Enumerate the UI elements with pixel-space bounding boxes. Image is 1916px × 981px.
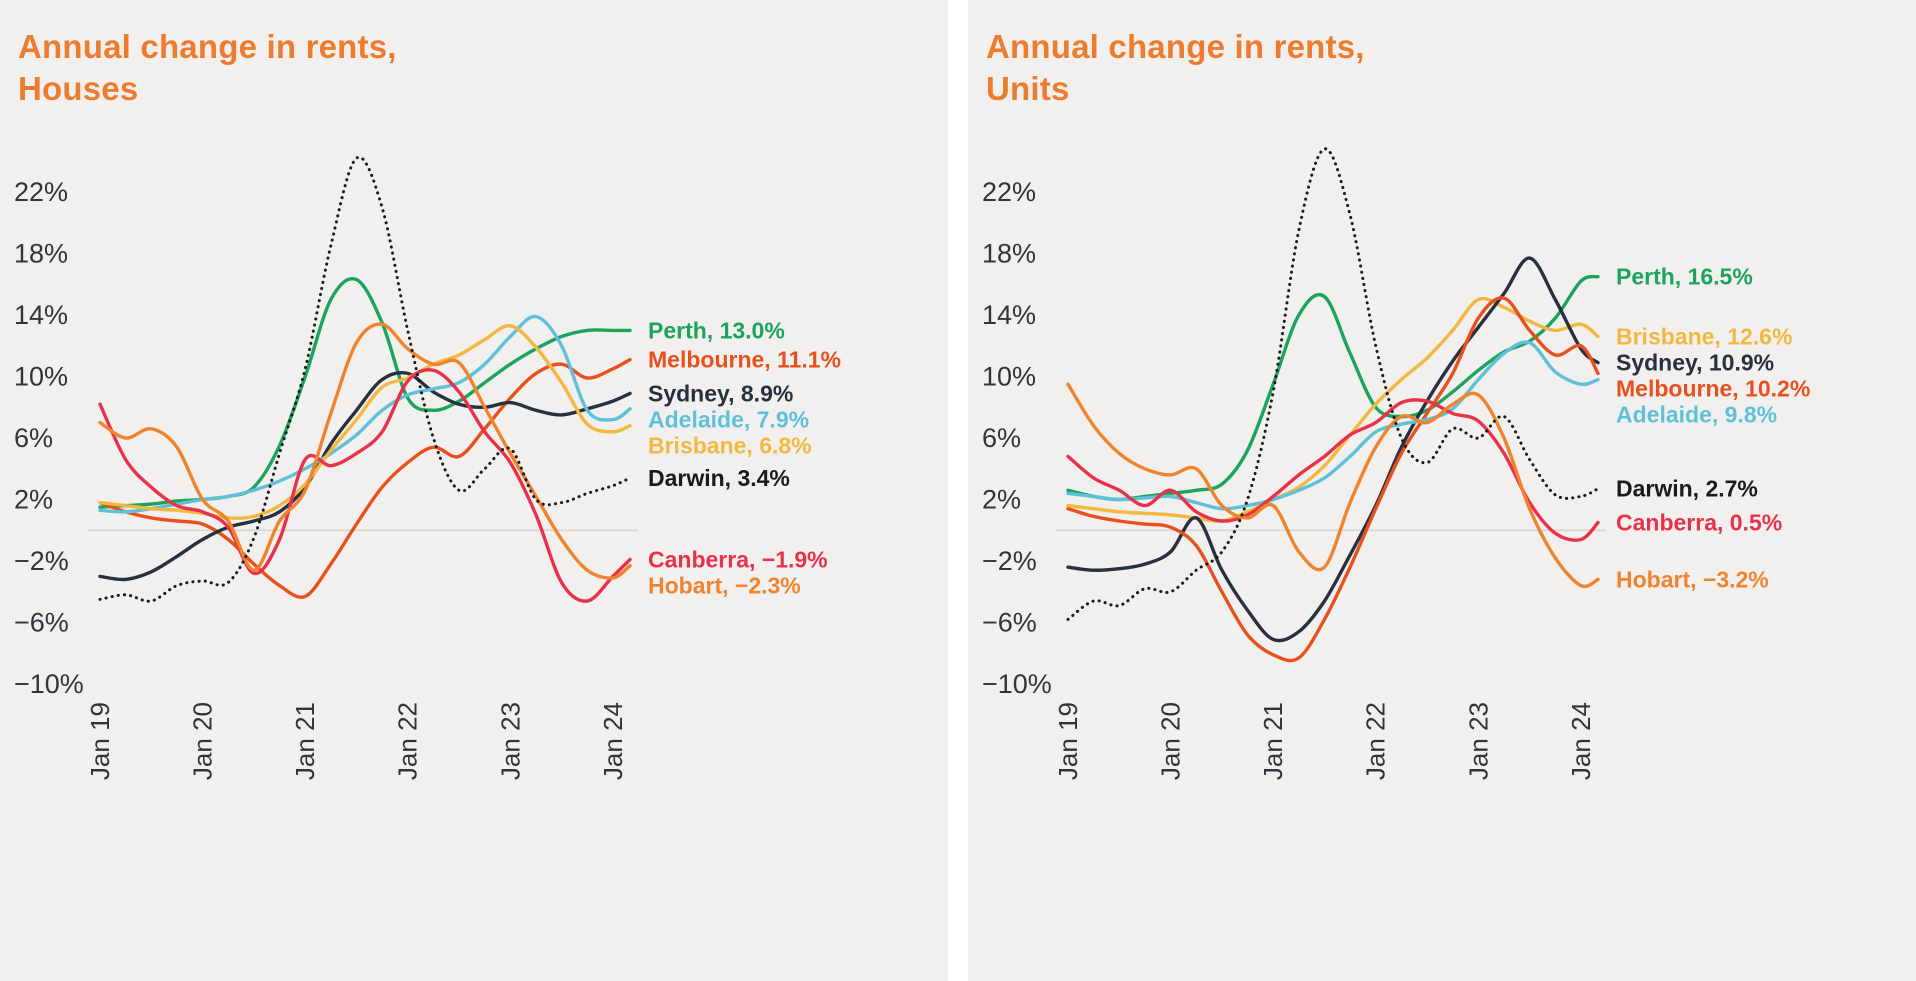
series-line-melbourne <box>98 358 632 600</box>
houses-chart-title: Annual change in rents, Houses <box>18 26 948 110</box>
x-tick-label: Jan 22 <box>1361 702 1391 780</box>
series-line-sydney <box>98 371 632 582</box>
series-line-melbourne <box>1066 296 1600 663</box>
series-end-label-melbourne: Melbourne, 10.2% <box>1616 376 1810 402</box>
series-line-canberra <box>98 368 632 604</box>
series-end-label-perth: Perth, 13.0% <box>648 318 785 344</box>
y-tick-label: 6% <box>982 423 1021 453</box>
y-tick-label: −10% <box>982 669 1052 699</box>
y-tick-label: 10% <box>982 362 1036 392</box>
y-tick-label: −6% <box>14 608 69 638</box>
houses-title-line-2: Houses <box>18 70 139 108</box>
y-tick-label: 2% <box>14 485 53 515</box>
houses-line-chart: 22% 18% 14% 10% 6% 2% −2% −6% −10%Jan 19 Jan 20 Ja… <box>14 156 841 781</box>
y-tick-label: 10% <box>14 362 68 392</box>
series-line-perth <box>98 277 632 510</box>
series-end-label-perth: Perth, 16.5% <box>1616 264 1753 290</box>
x-tick-label: Jan 19 <box>85 702 115 780</box>
units-title-line-1: Annual change in rents, <box>986 28 1365 65</box>
y-tick-label: 22% <box>982 177 1036 207</box>
series-end-label-brisbane: Brisbane, 6.8% <box>648 433 812 459</box>
y-tick-label: 14% <box>14 300 68 330</box>
x-tick-label: Jan 23 <box>1463 702 1493 780</box>
x-tick-label: Jan 22 <box>393 702 423 780</box>
series-end-label-melbourne: Melbourne, 11.1% <box>648 347 841 373</box>
series-end-label-darwin: Darwin, 3.4% <box>648 465 790 491</box>
series-end-label-hobart: Hobart, −2.3% <box>648 573 801 599</box>
series-line-brisbane <box>1066 297 1600 524</box>
units-chart-card: Annual change in rents, Units 22% 18% 14% 10… <box>968 0 1916 981</box>
series-end-label-darwin: Darwin, 2.7% <box>1616 476 1758 502</box>
y-tick-label: 14% <box>982 300 1036 330</box>
units-title-line-2: Units <box>986 70 1070 108</box>
series-line-darwin <box>1066 147 1600 622</box>
units-chart-title: Annual change in rents, Units <box>986 26 1916 110</box>
series-line-sydney <box>1066 256 1600 643</box>
series-line-brisbane <box>98 324 632 521</box>
series-end-label-brisbane: Brisbane, 12.6% <box>1616 324 1792 350</box>
x-tick-label: Jan 20 <box>1156 702 1186 780</box>
series-line-hobart <box>1066 382 1600 589</box>
series-line-adelaide <box>98 315 632 514</box>
y-tick-label: −2% <box>982 546 1037 576</box>
x-tick-label: Jan 19 <box>1053 702 1083 780</box>
x-tick-label: Jan 21 <box>290 702 320 780</box>
x-tick-label: Jan 21 <box>1258 702 1288 780</box>
y-tick-label: −10% <box>14 669 84 699</box>
y-tick-label: 22% <box>14 177 68 207</box>
x-tick-label: Jan 20 <box>188 702 218 780</box>
y-tick-label: −2% <box>14 546 69 576</box>
y-tick-label: 6% <box>14 423 53 453</box>
y-tick-label: 2% <box>982 485 1021 515</box>
x-tick-label: Jan 24 <box>598 702 628 780</box>
houses-title-line-1: Annual change in rents, <box>18 28 397 65</box>
units-line-chart: 22% 18% 14% 10% 6% 2% −2% −6% −10%Jan 19 Jan 20 Ja… <box>982 147 1810 781</box>
series-end-label-sydney: Sydney, 8.9% <box>648 381 793 407</box>
series-line-darwin <box>98 156 632 604</box>
series-end-label-sydney: Sydney, 10.9% <box>1616 350 1774 376</box>
series-line-perth <box>1066 275 1600 502</box>
series-end-label-canberra: Canberra, 0.5% <box>1616 510 1782 536</box>
series-line-hobart <box>98 322 632 581</box>
houses-chart-card: Annual change in rents, Houses 22% 18% 14% 1… <box>0 0 948 981</box>
series-end-label-hobart: Hobart, −3.2% <box>1616 567 1769 593</box>
series-end-label-canberra: Canberra, −1.9% <box>648 547 828 573</box>
x-tick-label: Jan 24 <box>1566 702 1596 780</box>
x-tick-label: Jan 23 <box>495 702 525 780</box>
y-tick-label: −6% <box>982 608 1037 638</box>
y-tick-label: 18% <box>982 239 1036 269</box>
y-tick-label: 18% <box>14 239 68 269</box>
series-end-label-adelaide: Adelaide, 9.8% <box>1616 402 1777 428</box>
series-end-label-adelaide: Adelaide, 7.9% <box>648 407 809 433</box>
